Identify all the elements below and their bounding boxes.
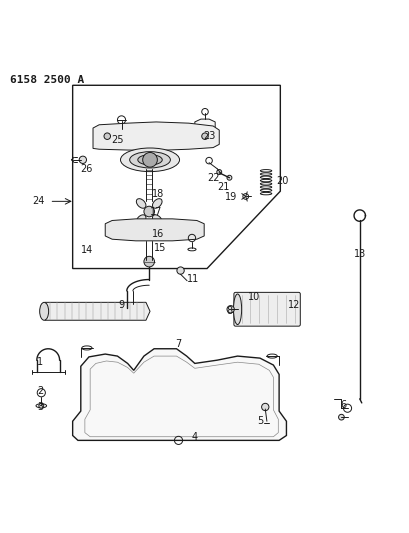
Text: 6: 6 bbox=[339, 400, 346, 410]
Text: 20: 20 bbox=[276, 176, 288, 186]
Text: 11: 11 bbox=[186, 274, 198, 284]
Text: 14: 14 bbox=[81, 245, 93, 255]
Text: 15: 15 bbox=[154, 243, 166, 253]
Text: 26: 26 bbox=[81, 164, 93, 174]
Ellipse shape bbox=[120, 148, 179, 172]
Text: 12: 12 bbox=[288, 300, 300, 310]
Text: 3: 3 bbox=[37, 402, 43, 412]
Ellipse shape bbox=[233, 294, 241, 325]
Ellipse shape bbox=[136, 199, 146, 208]
Polygon shape bbox=[93, 122, 219, 150]
Ellipse shape bbox=[40, 302, 49, 320]
Polygon shape bbox=[105, 219, 204, 241]
Circle shape bbox=[338, 414, 344, 420]
Circle shape bbox=[144, 256, 154, 267]
Text: 10: 10 bbox=[247, 292, 259, 302]
Text: 1: 1 bbox=[37, 357, 43, 367]
Polygon shape bbox=[194, 119, 215, 133]
Text: 23: 23 bbox=[202, 131, 215, 141]
Ellipse shape bbox=[137, 155, 162, 165]
Circle shape bbox=[39, 403, 44, 408]
Text: 19: 19 bbox=[225, 192, 237, 202]
Circle shape bbox=[261, 403, 268, 410]
Circle shape bbox=[227, 305, 234, 313]
Text: 6158 2500 A: 6158 2500 A bbox=[9, 75, 83, 85]
Text: 17: 17 bbox=[150, 206, 162, 216]
Text: 2: 2 bbox=[37, 386, 43, 395]
Ellipse shape bbox=[152, 199, 162, 208]
Ellipse shape bbox=[129, 152, 170, 168]
Text: 22: 22 bbox=[207, 173, 219, 183]
Text: 13: 13 bbox=[353, 249, 365, 259]
Polygon shape bbox=[72, 349, 286, 440]
Circle shape bbox=[104, 133, 110, 140]
Circle shape bbox=[144, 206, 154, 217]
Circle shape bbox=[79, 156, 86, 164]
Polygon shape bbox=[45, 302, 150, 320]
Text: 4: 4 bbox=[191, 432, 198, 442]
Text: 21: 21 bbox=[217, 182, 229, 192]
Text: 16: 16 bbox=[152, 229, 164, 239]
Circle shape bbox=[201, 133, 208, 140]
Text: 7: 7 bbox=[175, 339, 181, 349]
Circle shape bbox=[227, 175, 231, 180]
FancyBboxPatch shape bbox=[234, 293, 299, 326]
Circle shape bbox=[142, 152, 157, 167]
Text: 25: 25 bbox=[111, 135, 124, 146]
Circle shape bbox=[176, 267, 184, 274]
Text: 9: 9 bbox=[118, 300, 124, 310]
Ellipse shape bbox=[152, 215, 162, 224]
Circle shape bbox=[216, 169, 221, 174]
Text: 8: 8 bbox=[226, 306, 232, 316]
Text: 5: 5 bbox=[256, 416, 263, 426]
Ellipse shape bbox=[136, 215, 146, 224]
Text: 18: 18 bbox=[152, 189, 164, 199]
Text: 24: 24 bbox=[32, 196, 44, 206]
